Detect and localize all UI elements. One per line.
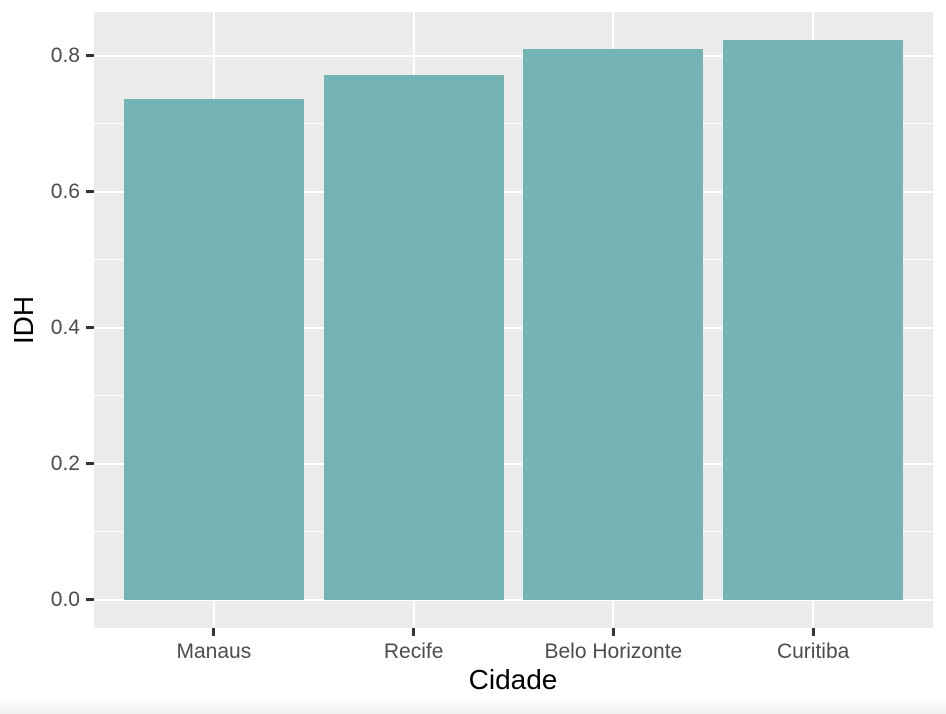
bar-manaus [123,98,304,600]
gridline-minor [94,395,933,397]
bar-curitiba [723,40,904,600]
x-tick-label: Curitiba [776,640,850,663]
x-tick-mark [811,628,815,636]
y-tick-mark [86,326,94,330]
x-tick-mark [412,628,416,636]
gridline-minor [94,531,933,533]
gridline-major [94,190,933,193]
y-tick-label: 0.6 [50,179,80,203]
y-tick-mark [86,54,94,58]
x-tick-mark [212,628,216,636]
y-tick-mark [86,190,94,194]
gridline-major [94,462,933,465]
x-tick-mark [611,628,615,636]
y-tick-label: 0.8 [50,43,80,67]
gridline-major [94,326,933,329]
bar-belo-horizonte [523,48,704,600]
gridline-major [94,54,933,57]
y-tick-label: 0.4 [50,315,80,339]
gridline-minor [94,123,933,125]
plot-panel [94,12,933,628]
x-tick-label: Manaus [176,640,252,663]
y-tick-mark [86,598,94,602]
y-tick-label: 0.2 [50,451,80,475]
y-tick-label: 0.0 [50,587,80,611]
x-tick-label: Recife [383,640,444,663]
bar-recife [323,74,504,600]
x-tick-label: Belo Horizonte [544,640,683,663]
y-axis-title: IDH [8,295,39,345]
y-tick-mark [86,462,94,466]
window-edge-shadow [0,700,946,714]
x-axis-title: Cidade [468,664,558,695]
gridline-minor [94,259,933,261]
gridline-major [94,598,933,601]
